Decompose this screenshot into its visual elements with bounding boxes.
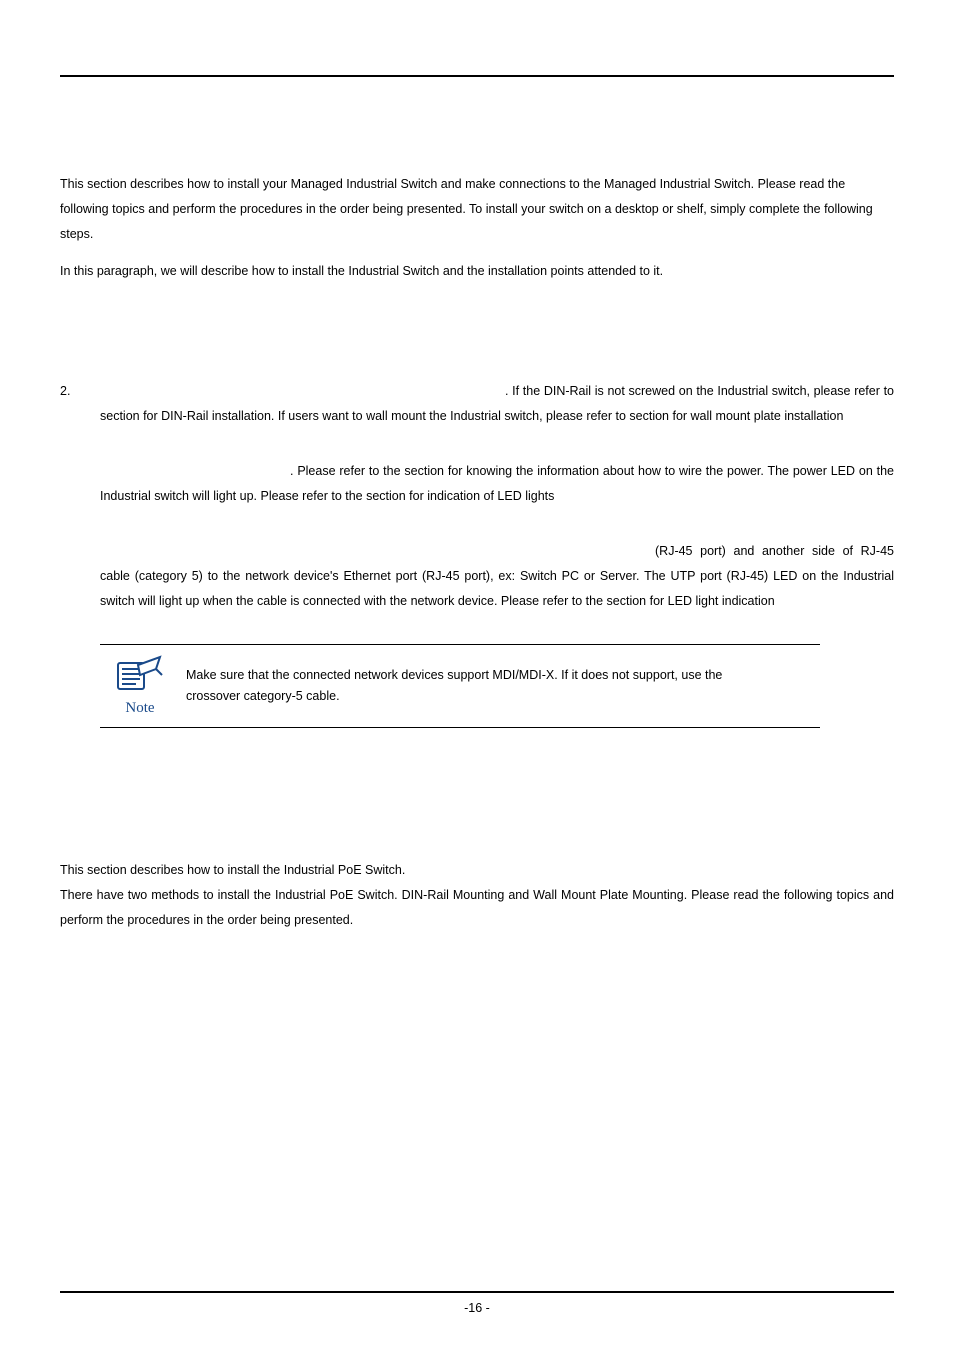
note-label: Note [100, 700, 180, 717]
footer: -16 - [60, 1291, 894, 1315]
bottom-paragraph-2: There have two methods to install the In… [60, 883, 894, 933]
step-2-content: . If the DIN-Rail is not screwed on the … [100, 384, 894, 423]
note-icon-wrap: Note [100, 655, 180, 717]
footer-horizontal-rule [60, 1291, 894, 1293]
bottom-paragraph-1: This section describes how to install th… [60, 858, 894, 883]
step-3-content: . Please refer to the section for knowin… [100, 464, 894, 503]
intro-paragraph-1: This section describes how to install yo… [60, 172, 894, 247]
note-text: Make sure that the connected network dev… [180, 665, 820, 708]
step-2-text: . If the DIN-Rail is not screwed on the … [100, 379, 894, 429]
step-3-text: . Please refer to the section for knowin… [100, 459, 894, 509]
step-2: 2. . If the DIN-Rail is not screwed on t… [60, 379, 894, 429]
step-4-number [60, 539, 100, 614]
step-2-number: 2. [60, 379, 100, 429]
intro-paragraph-2: In this paragraph, we will describe how … [60, 259, 894, 284]
top-horizontal-rule [60, 75, 894, 77]
spacer [60, 284, 894, 379]
step-3-number [60, 459, 100, 509]
page-number: -16 - [60, 1301, 894, 1315]
step-4: (RJ-45 port) and another side of RJ-45 c… [60, 539, 894, 614]
step-3: . Please refer to the section for knowin… [60, 459, 894, 509]
note-box: Note Make sure that the connected networ… [100, 644, 820, 728]
step-4-text: (RJ-45 port) and another side of RJ-45 c… [100, 539, 894, 614]
page-container: This section describes how to install yo… [0, 0, 954, 953]
note-icon [114, 655, 166, 698]
step-4-content: (RJ-45 port) and another side of RJ-45 c… [100, 544, 894, 608]
bottom-section: This section describes how to install th… [60, 858, 894, 933]
